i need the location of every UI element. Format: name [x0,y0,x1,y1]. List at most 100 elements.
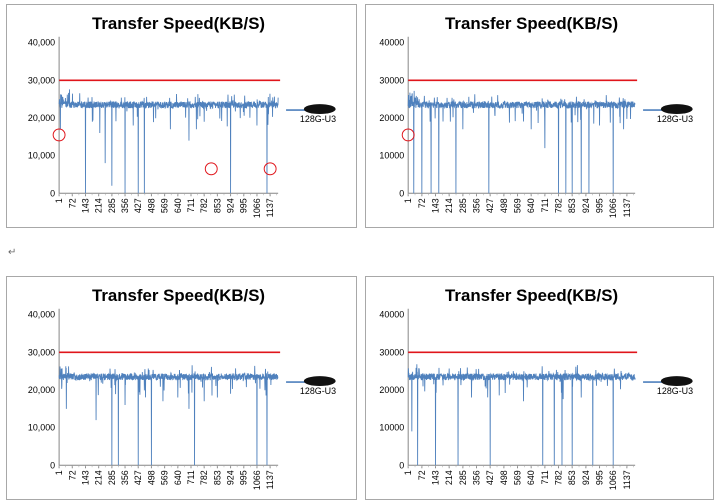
c2-xtick-label-3: 214 [94,470,104,485]
c2-xtick-label-8: 569 [160,470,170,485]
c1-title: Transfer Speed(KB/S) [445,14,618,33]
chart-svg-bottom-left: Transfer Speed(KB/S) 0 10,000 20,000 30,000 4… [28,286,336,490]
c3-legend-label: 128G-U3 [657,386,693,396]
c0-ytick-label-0: 0 [50,188,55,198]
c2-xtick-label-10: 711 [186,470,196,484]
c1-xtick-label-0: 1 [403,198,413,203]
c0-legend-label: 128G-U3 [300,114,336,124]
c2-xtick-label-16: 1137 [265,470,275,489]
c3-xtick-label-10: 711 [540,470,550,484]
c1-xtick-label-8: 569 [512,198,522,213]
c0-redaction-mark [303,104,336,115]
c0-highlight-circle-2 [263,162,277,176]
c3-series-line [407,364,636,466]
c0-ytick-label-3: 30,000 [28,75,55,85]
c0-series-line [58,89,279,194]
c0-xtick-label-1: 72 [67,198,77,208]
c1-redaction-mark [660,104,693,115]
c3-ytick-label-0: 0 [399,460,404,470]
c2-series-line [58,365,279,466]
c2-ytick-label-3: 30,000 [28,347,55,357]
c1-highlight-circle-0 [401,128,415,142]
c2-redaction-mark [303,376,336,387]
c0-xtick-label-3: 214 [94,198,104,213]
c0-xtick-label-4: 285 [107,198,117,213]
c0-xtick-label-14: 995 [239,198,249,213]
c1-xtick-label-16: 1137 [622,198,632,217]
c1-ytick-label-2: 20000 [379,113,404,123]
c1-xtick-label-12: 853 [567,198,577,213]
c3-xtick-label-15: 1066 [608,470,618,490]
c3-xtick-label-12: 853 [567,470,577,485]
c2-xtick-label-7: 498 [146,470,156,485]
c2-xtick-label-6: 427 [133,470,143,485]
c2-xtick-label-13: 924 [226,470,236,485]
c3-xtick-label-1: 72 [417,470,427,480]
c1-ytick-label-1: 10000 [379,151,404,161]
c3-xtick-label-4: 285 [458,470,468,485]
c0-ytick-label-1: 10,000 [28,151,55,161]
c0-xtick-label-13: 924 [226,198,236,213]
c0-xtick-label-10: 711 [186,198,196,212]
c3-xtick-label-14: 995 [594,470,604,485]
c3-xtick-label-9: 640 [526,470,536,485]
c2-xtick-label-9: 640 [173,470,183,485]
chart-svg-top-left: Transfer Speed(KB/S) 0 10,000 20,000 30,000 4… [28,14,336,218]
c3-ytick-label-2: 20000 [379,385,404,395]
paragraph-mark: ↵ [8,247,17,258]
c2-xtick-label-14: 995 [239,470,249,485]
c3-xtick-label-16: 1137 [622,470,632,489]
c1-legend-label: 128G-U3 [657,114,693,124]
c0-ytick-label-2: 20,000 [28,113,55,123]
c0-xtick-label-6: 427 [133,198,143,213]
c3-xtick-label-2: 143 [430,470,440,485]
chart-panel-bottom-left: Transfer Speed(KB/S) 0 10,000 20,000 30,000 4… [6,276,357,500]
c0-ytick-label-4: 40,000 [28,38,55,48]
c3-xtick-label-5: 356 [471,470,481,485]
c2-xtick-label-15: 1066 [252,470,262,490]
c0-title: Transfer Speed(KB/S) [92,14,265,33]
c1-xtick-label-6: 427 [485,198,495,213]
c1-xtick-label-4: 285 [458,198,468,213]
c0-xtick-label-0: 1 [54,198,64,203]
c1-series-line [407,90,636,194]
c2-legend-label: 128G-U3 [300,386,336,396]
c0-xtick-label-8: 569 [160,198,170,213]
c3-xtick-label-8: 569 [512,470,522,485]
c3-xtick-label-13: 924 [581,470,591,485]
c0-highlight-circle-1 [204,162,218,176]
c2-ytick-label-1: 10,000 [28,423,55,433]
c3-ytick-label-4: 40000 [379,310,404,320]
c2-ytick-label-4: 40,000 [28,310,55,320]
c1-ytick-label-0: 0 [399,188,404,198]
chart-panel-top-right: Transfer Speed(KB/S) 0 10000 20000 30000 4000… [365,4,714,228]
c0-xtick-label-7: 498 [146,198,156,213]
c0-xtick-label-11: 782 [199,198,209,213]
chart-svg-bottom-right: Transfer Speed(KB/S) 0 10000 20000 30000 4000… [379,286,693,490]
c3-title: Transfer Speed(KB/S) [445,286,618,305]
c3-xtick-label-7: 498 [499,470,509,485]
c3-xtick-label-11: 782 [553,470,563,485]
c0-xtick-label-2: 143 [80,198,90,213]
c2-xtick-label-0: 1 [54,470,64,475]
c3-xtick-label-0: 1 [403,470,413,475]
c2-xtick-label-4: 285 [107,470,117,485]
c1-xtick-label-9: 640 [526,198,536,213]
c0-xtick-label-12: 853 [212,198,222,213]
c2-title: Transfer Speed(KB/S) [92,286,265,305]
chart-svg-top-right: Transfer Speed(KB/S) 0 10000 20000 30000 4000… [379,14,693,218]
c1-xtick-label-2: 143 [430,198,440,213]
c1-xtick-label-11: 782 [553,198,563,213]
chart-panel-top-left: Transfer Speed(KB/S) 0 10,000 20,000 30,000 4… [6,4,357,228]
c0-xtick-label-15: 1066 [252,198,262,218]
c2-xtick-label-5: 356 [120,470,130,485]
c2-xtick-label-12: 853 [212,470,222,485]
c1-xtick-label-10: 711 [540,198,550,212]
c1-xtick-label-3: 214 [444,198,454,213]
c1-xtick-label-14: 995 [594,198,604,213]
c1-xtick-label-5: 356 [471,198,481,213]
chart-panel-bottom-right: Transfer Speed(KB/S) 0 10000 20000 30000 4000… [365,276,714,500]
c1-xtick-label-13: 924 [581,198,591,213]
c3-xtick-label-6: 427 [485,470,495,485]
c1-ytick-label-3: 30000 [379,75,404,85]
